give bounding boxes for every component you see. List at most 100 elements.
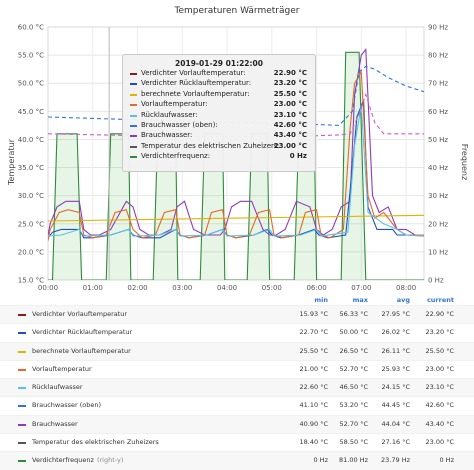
- chart-axes: 15.0 °C 20.0 °C 25.0 °C 30.0 °C 35.0 °C 40.0 …: [18, 24, 449, 293]
- legend-series-name[interactable]: Brauchwasser (oben): [32, 401, 102, 410]
- series-line-rücklaufwasser[interactable]: [48, 105, 424, 237]
- legend-row[interactable]: Brauchwasser 40.90 °C 52.70 °C 44.04 °C 43.4…: [0, 414, 474, 434]
- x-tick-label: 01:00: [83, 284, 103, 292]
- tooltip-series-name: Temperatur des elektrischen Zuheizers:: [141, 141, 280, 150]
- legend-series-name[interactable]: Verdichter Rücklauftemperatur: [32, 328, 133, 337]
- y-tick-label: 45.0 °C: [18, 108, 44, 116]
- legend-max-value: 52.70 °C: [339, 364, 368, 373]
- x-tick-label: 00:00: [38, 284, 58, 292]
- legend-swatch[interactable]: [18, 314, 26, 316]
- legend-swatch[interactable]: [18, 442, 26, 445]
- legend-series-name[interactable]: Verdichter Vorlauftemperatur: [32, 310, 128, 318]
- tooltip-series-name: Verdichter Vorlauftemperatur:: [141, 69, 246, 77]
- series-line-verdichter-vorlauftemperatur[interactable]: [48, 48, 424, 236]
- tooltip-series-value: 23.00 °C: [273, 141, 307, 150]
- legend-avg-value: 23.79 Hz: [381, 456, 410, 465]
- series-line-berechnete-vorlauftemperatur[interactable]: [48, 214, 424, 222]
- tooltip-swatch: [130, 93, 137, 96]
- legend-swatch[interactable]: [18, 350, 26, 353]
- y2-tick-label: 30 Hz: [428, 192, 448, 200]
- tooltip-series-value: 43.40 °C: [273, 131, 307, 140]
- x-tick-label: 07:00: [351, 284, 371, 292]
- tooltip-swatch: [130, 135, 137, 138]
- graph-panel: Temperaturen Wärmeträger 15.0 °C 20.0 °C 2…: [0, 6, 474, 465]
- legend-avg-value: 44.45 °C: [381, 401, 410, 410]
- legend-current-value: 0 Hz: [439, 456, 454, 465]
- legend-series-name[interactable]: berechnete Vorlauftemperatur: [32, 346, 131, 355]
- legend-row[interactable]: Rücklaufwasser 22.60 °C 46.50 °C 24.15 °C 23…: [0, 378, 474, 397]
- legend-header-current[interactable]: current: [426, 296, 454, 304]
- legend-swatch[interactable]: [18, 423, 26, 426]
- y-tick-label: 20.0 °C: [18, 248, 44, 256]
- y2-tick-label: 50 Hz: [428, 136, 448, 144]
- tooltip-row: Verdichter Vorlauftemperatur: 22.90 °C: [123, 68, 315, 78]
- y2-tick-label: 20 Hz: [428, 220, 448, 228]
- legend-series-name[interactable]: Brauchwasser: [32, 419, 78, 428]
- legend-min-value: 41.10 °C: [299, 401, 328, 410]
- tooltip-series-name: Verdichterfrequenz:: [141, 152, 211, 161]
- tooltip-series-name: Vorlauftemperatur:: [141, 100, 208, 109]
- legend-current-value: 23.00 °C: [425, 364, 454, 373]
- x-tick-label: 02:00: [127, 284, 147, 292]
- legend-current-value: 42.60 °C: [425, 401, 454, 410]
- legend-min-value: 15.93 °C: [299, 310, 328, 318]
- tooltip-series-name: Verdichter Rücklauftemperatur:: [141, 79, 252, 88]
- legend-series-name[interactable]: Vorlauftemperatur: [32, 364, 92, 373]
- tooltip-swatch: [130, 156, 137, 159]
- legend-header-max[interactable]: max: [352, 296, 368, 304]
- legend-max-value: 26.50 °C: [339, 346, 368, 355]
- x-tick-label: 04:00: [217, 284, 237, 292]
- y-tick-label: 55.0 °C: [18, 52, 44, 60]
- tooltip-row: Brauchwasser: 43.40 °C: [123, 130, 315, 140]
- y-tick-label: 50.0 °C: [18, 80, 44, 88]
- tooltip-row: Temperatur des elektrischen Zuheizers: 23…: [123, 141, 315, 151]
- legend-row[interactable]: Vorlauftemperatur 21.00 °C 52.70 °C 25.93 °…: [0, 359, 474, 378]
- legend-swatch[interactable]: [18, 332, 26, 335]
- tooltip-swatch: [130, 83, 137, 86]
- legend-current-value: 23.20 °C: [425, 328, 454, 337]
- legend-row[interactable]: Temperatur des elektrischen Zuheizers 18.…: [0, 433, 474, 451]
- tooltip-swatch: [130, 114, 137, 117]
- tooltip-series-name: Rücklaufwasser:: [141, 110, 198, 119]
- legend-avg-value: 44.04 °C: [381, 419, 410, 428]
- panel-title[interactable]: Temperaturen Wärmeträger: [174, 6, 300, 16]
- tooltip-series-value: 23.20 °C: [273, 79, 307, 88]
- tooltip-time: 2019-01-29 01:22:00: [175, 59, 263, 68]
- legend-min-value: 25.50 °C: [299, 346, 328, 355]
- legend-max-value: 50.00 °C: [339, 328, 368, 337]
- legend-header-min[interactable]: min: [314, 296, 328, 304]
- y2-tick-label: 40 Hz: [428, 164, 448, 172]
- tooltip-swatch: [130, 145, 137, 148]
- legend-min-value: 22.70 °C: [299, 328, 328, 337]
- y2-tick-label: 70 Hz: [428, 80, 448, 88]
- y-tick-label: 35.0 °C: [18, 164, 44, 172]
- legend-swatch[interactable]: [18, 460, 26, 463]
- legend-swatch[interactable]: [18, 405, 26, 408]
- y-tick-label: 15.0 °C: [18, 277, 44, 285]
- legend-avg-value: 27.95 °C: [381, 310, 410, 318]
- legend-row[interactable]: Verdichterfrequenz (right-y) 0 Hz 81.00 Hz 2…: [0, 451, 474, 470]
- legend-current-value: 23.10 °C: [425, 383, 454, 392]
- x-tick-label: 08:00: [396, 284, 416, 292]
- legend-swatch[interactable]: [18, 368, 26, 371]
- legend-row[interactable]: berechnete Vorlauftemperatur 25.50 °C 26.5…: [0, 341, 474, 360]
- legend-row[interactable]: Brauchwasser (oben) 41.10 °C 53.20 °C 44.45…: [0, 396, 474, 414]
- y2-tick-label: 80 Hz: [428, 52, 448, 60]
- legend-min-value: 40.90 °C: [299, 419, 328, 428]
- legend-series-name[interactable]: Temperatur des elektrischen Zuheizers: [32, 438, 159, 447]
- legend-min-value: 18.40 °C: [299, 438, 328, 447]
- legend-max-value: 53.20 °C: [339, 401, 368, 410]
- tooltip-swatch: [130, 124, 137, 127]
- hover-tooltip: 2019-01-29 01:22:00 Verdichter Vorlaufte…: [122, 54, 316, 172]
- legend-swatch[interactable]: [18, 387, 26, 390]
- tooltip-row: berechnete Vorlauftemperatur: 25.50 °C: [123, 89, 315, 99]
- legend-header-avg[interactable]: avg: [396, 296, 410, 304]
- tooltip-row: Rücklaufwasser: 23.10 °C: [123, 110, 315, 120]
- x-tick-label: 03:00: [172, 284, 192, 292]
- legend-series-name[interactable]: Rücklaufwasser: [32, 383, 83, 392]
- legend-series-name[interactable]: Verdichterfrequenz (right-y): [32, 456, 124, 465]
- y-tick-label: 60.0 °C: [18, 24, 44, 32]
- legend-row[interactable]: Verdichter Vorlauftemperatur 15.93 °C 56.3…: [0, 305, 474, 324]
- tooltip-series-value: 0 Hz: [289, 152, 307, 161]
- legend-row[interactable]: Verdichter Rücklauftemperatur 22.70 °C 50.…: [0, 323, 474, 341]
